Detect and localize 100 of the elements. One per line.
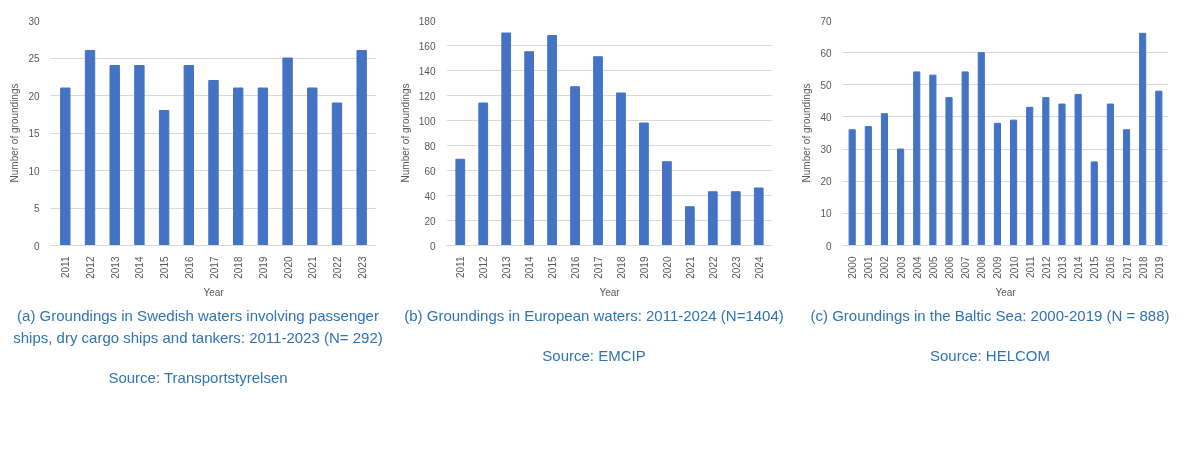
source-note: Source: Transportstyrelsen [107,367,289,388]
bar [707,191,718,246]
y-tick-label: 10 [28,165,40,177]
bar [282,57,293,246]
x-tick-label: 2012 [85,256,97,279]
bar [1155,90,1163,246]
x-tick-label: 2019 [257,256,269,279]
y-tick-label: 120 [418,90,436,102]
y-tick-label: 20 [424,215,436,227]
bar [1026,106,1034,246]
bar [208,80,219,246]
x-tick-label: 2017 [593,256,605,279]
y-tick-label: 20 [28,90,40,102]
bar [897,148,905,246]
source-note: Source: HELCOM [928,345,1051,366]
y-tick-label: 40 [820,111,832,123]
x-tick-label: 2011 [60,256,72,278]
x-tick-label: 2023 [356,256,368,279]
x-axis-title: Year [599,286,621,298]
bar [961,71,969,246]
bar [455,158,466,246]
y-tick-label: 160 [418,40,436,52]
x-tick-label: 2012 [478,256,490,279]
x-tick-label: 2016 [183,256,195,279]
y-tick-label: 0 [825,240,832,252]
bar [1010,119,1018,246]
text: (c) Groundings in the Baltic Sea: 2000-2019 (N = 888) [809,306,1171,326]
bar [1074,93,1082,246]
bar [639,122,649,246]
bar [753,187,764,246]
y-tick-label: 30 [820,144,832,156]
x-tick-label: 2016 [570,256,582,279]
x-tick-label: 2013 [109,256,121,279]
bar [158,110,170,246]
bar [1042,97,1050,246]
bar [84,50,96,246]
bar [331,102,343,246]
x-tick-label: 2008 [976,256,988,279]
x-tick-label: 2006 [944,256,956,279]
x-tick-label: 2018 [233,256,245,279]
x-tick-label: 2014 [134,256,146,279]
y-axis-title: Number of groundings [801,83,813,183]
bar [183,65,194,246]
x-tick-label: 2011 [1024,256,1036,278]
source-note: Source: EMCIP [541,345,647,366]
bar [233,87,244,246]
y-axis-title: Number of groundings [399,83,411,183]
x-tick-label: 2010 [1008,256,1020,279]
x-tick-label: 2015 [1089,256,1101,279]
bar [109,65,120,246]
bar [356,50,367,246]
y-tick-label: 25 [28,53,40,64]
bar [929,74,937,246]
bar [684,206,695,246]
x-axis-title: Year [203,286,225,298]
bar [1122,129,1131,246]
x-tick-label: 2019 [638,256,650,279]
bar [524,51,535,246]
y-tick-label: 140 [418,65,436,77]
x-tick-label: 2023 [730,256,742,279]
text: (b) Groundings in European waters: 2011-2024 (N=1404) [403,306,785,326]
bar [864,126,872,246]
bar [730,191,741,246]
bar [60,87,71,246]
bar [1139,32,1147,246]
y-tick-label: 5 [33,203,40,214]
bar [662,161,672,246]
x-tick-label: 2011 [455,256,467,278]
bar [570,86,580,246]
y-tick-label: 80 [424,140,436,152]
x-tick-label: 2021 [307,256,319,279]
bar [945,97,953,246]
x-tick-label: 2009 [992,256,1004,279]
bar [547,35,557,246]
x-tick-label: 2013 [1056,256,1068,279]
y-tick-label: 10 [820,208,832,220]
y-tick-label: 15 [28,128,40,139]
y-tick-label: 30 [28,15,40,27]
x-tick-label: 2002 [879,256,891,279]
text: (a) Groundings in Swedish waters involving passenger ships, dry cargo ships and tankers: 2011-2023 (N= 292) [12,306,384,348]
bar [478,102,489,246]
x-tick-label: 2001 [863,256,875,279]
bar [1106,103,1114,246]
y-tick-label: 20 [820,176,832,188]
x-tick-label: 2015 [547,256,559,279]
y-tick-label: 70 [820,15,832,27]
y-tick-label: 100 [418,115,436,127]
bar [1058,103,1066,246]
x-tick-label: 2012 [1040,256,1052,279]
x-tick-label: 2020 [661,256,673,279]
bar [593,56,603,246]
x-tick-label: 2014 [524,256,536,279]
x-tick-label: 2014 [1073,256,1085,279]
x-tick-label: 2013 [501,256,513,279]
bar [848,129,856,246]
y-tick-label: 0 [429,240,436,252]
bar [880,113,889,246]
x-tick-label: 2016 [1105,256,1117,279]
x-tick-label: 2000 [847,256,859,279]
y-tick-label: 0 [33,240,40,252]
